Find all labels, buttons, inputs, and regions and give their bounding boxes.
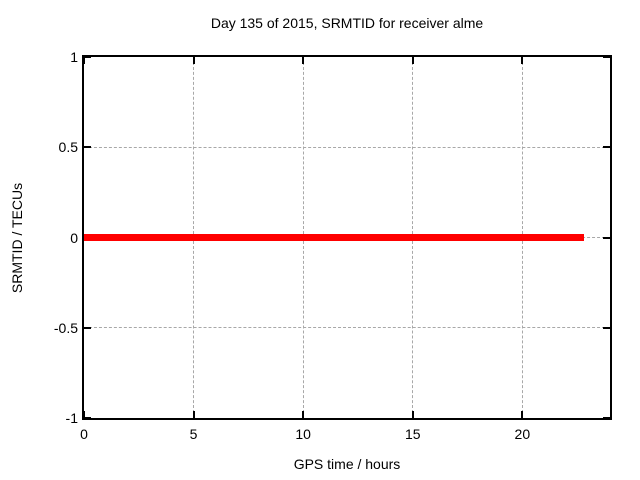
x-tick-label: 10 xyxy=(295,426,311,442)
chart-title: Day 135 of 2015, SRMTID for receiver alm… xyxy=(210,15,484,31)
x-tick-mirror xyxy=(521,57,524,64)
y-tick xyxy=(84,417,91,419)
y-tick-mirror xyxy=(603,417,610,419)
y-tick-label: 0 xyxy=(70,229,78,246)
x-tick-mirror xyxy=(411,57,414,64)
y-tick-mirror xyxy=(603,236,610,239)
x-tick xyxy=(302,411,305,418)
y-tick-label: 1 xyxy=(70,49,78,65)
x-tick xyxy=(83,411,85,418)
y-tick xyxy=(84,326,91,329)
y-tick-mirror xyxy=(603,56,610,58)
x-tick-mirror xyxy=(83,57,85,64)
y-tick-label: 0.5 xyxy=(58,139,78,156)
x-tick-mirror xyxy=(302,57,305,64)
x-tick-label: 0 xyxy=(80,426,88,442)
y-tick-label: -0.5 xyxy=(53,319,78,336)
data-line-segment xyxy=(84,234,584,241)
y-tick xyxy=(84,56,91,58)
y-tick-label: -1 xyxy=(65,410,78,426)
x-axis-label: GPS time / hours xyxy=(293,456,401,472)
y-gridline xyxy=(84,327,610,329)
x-tick xyxy=(192,411,195,418)
x-tick xyxy=(521,411,524,418)
x-tick-mirror xyxy=(192,57,195,64)
x-tick-label: 5 xyxy=(189,426,198,442)
x-tick-label: 15 xyxy=(404,426,421,442)
y-tick-mirror xyxy=(603,326,610,329)
x-tick-label: 20 xyxy=(514,426,531,442)
y-tick-mirror xyxy=(603,146,610,149)
y-tick xyxy=(84,146,91,149)
x-tick xyxy=(411,411,414,418)
y-gridline xyxy=(84,146,610,148)
